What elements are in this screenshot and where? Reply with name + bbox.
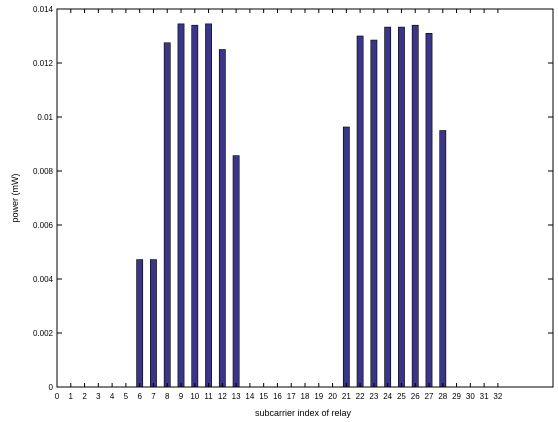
x-tick-label: 0 <box>55 392 60 401</box>
x-tick-label: 13 <box>232 392 241 401</box>
x-tick-label: 16 <box>273 392 282 401</box>
y-axis-label: power (mW) <box>10 173 20 222</box>
x-tick-label: 28 <box>438 392 447 401</box>
x-tick-label: 30 <box>466 392 475 401</box>
bar-23 <box>370 39 378 388</box>
bar-10 <box>191 24 199 388</box>
x-tick-label: 17 <box>287 392 296 401</box>
x-tick-label: 18 <box>301 392 310 401</box>
y-tick-label: 0.006 <box>33 221 54 230</box>
bar-26 <box>411 24 419 388</box>
y-tick-label: 0.01 <box>37 113 53 122</box>
x-axis: 0 1 2 3 4 5 6 7 8 9 10 11 12 13 14 15 16 17 18 19 20 21 22 23 24… <box>55 9 503 401</box>
x-tick-label: 21 <box>342 392 351 401</box>
x-tick-label: 25 <box>397 392 406 401</box>
bar-27 <box>425 32 433 388</box>
x-tick-label: 4 <box>110 392 115 401</box>
bar-7 <box>150 259 157 388</box>
x-tick-label: 9 <box>179 392 184 401</box>
x-tick-label: 31 <box>480 392 489 401</box>
y-tick-label: 0.004 <box>33 275 54 284</box>
bar-9 <box>177 23 185 388</box>
x-tick-label: 3 <box>96 392 101 401</box>
x-tick-label: 2 <box>82 392 87 401</box>
x-tick-label: 23 <box>369 392 378 401</box>
y-tick-label: 0.012 <box>33 59 54 68</box>
x-tick-label: 19 <box>314 392 323 401</box>
y-tick-label: 0 <box>49 383 54 392</box>
y-tick-label: 0.014 <box>33 5 54 14</box>
x-tick-label: 7 <box>151 392 156 401</box>
bar-11 <box>205 23 212 388</box>
x-tick-label: 20 <box>328 392 337 401</box>
x-tick-label: 22 <box>356 392 365 401</box>
y-tick-label: 0.002 <box>33 329 54 338</box>
bar-6 <box>136 259 144 388</box>
x-axis-label: subcarrier index of relay <box>255 408 352 418</box>
x-tick-label: 5 <box>124 392 129 401</box>
bars-group <box>136 23 447 388</box>
bar-12 <box>218 49 226 388</box>
x-tick-label: 29 <box>452 392 461 401</box>
x-tick-label: 32 <box>493 392 502 401</box>
x-tick-label: 11 <box>204 392 213 401</box>
bar-25 <box>398 26 405 388</box>
x-tick-label: 15 <box>259 392 268 401</box>
x-tick-label: 27 <box>425 392 434 401</box>
x-tick-label: 26 <box>411 392 420 401</box>
x-tick-label: 14 <box>245 392 254 401</box>
x-tick-label: 6 <box>137 392 142 401</box>
bar-22 <box>356 35 364 388</box>
bar-21 <box>342 126 350 388</box>
x-tick-label: 12 <box>218 392 227 401</box>
x-tick-label: 8 <box>165 392 170 401</box>
bar-28 <box>439 130 447 388</box>
y-tick-label: 0.008 <box>33 167 54 176</box>
bar-24 <box>384 26 392 388</box>
plot-frame <box>56 8 554 388</box>
x-tick-label: 24 <box>383 392 392 401</box>
bar-8 <box>163 42 171 388</box>
y-axis: 0 0.002 0.004 0.006 0.008 0.01 0.012 0.014 <box>33 5 553 392</box>
x-tick-label: 10 <box>190 392 199 401</box>
x-tick-label: 1 <box>69 392 74 401</box>
bar-13 <box>232 155 240 388</box>
